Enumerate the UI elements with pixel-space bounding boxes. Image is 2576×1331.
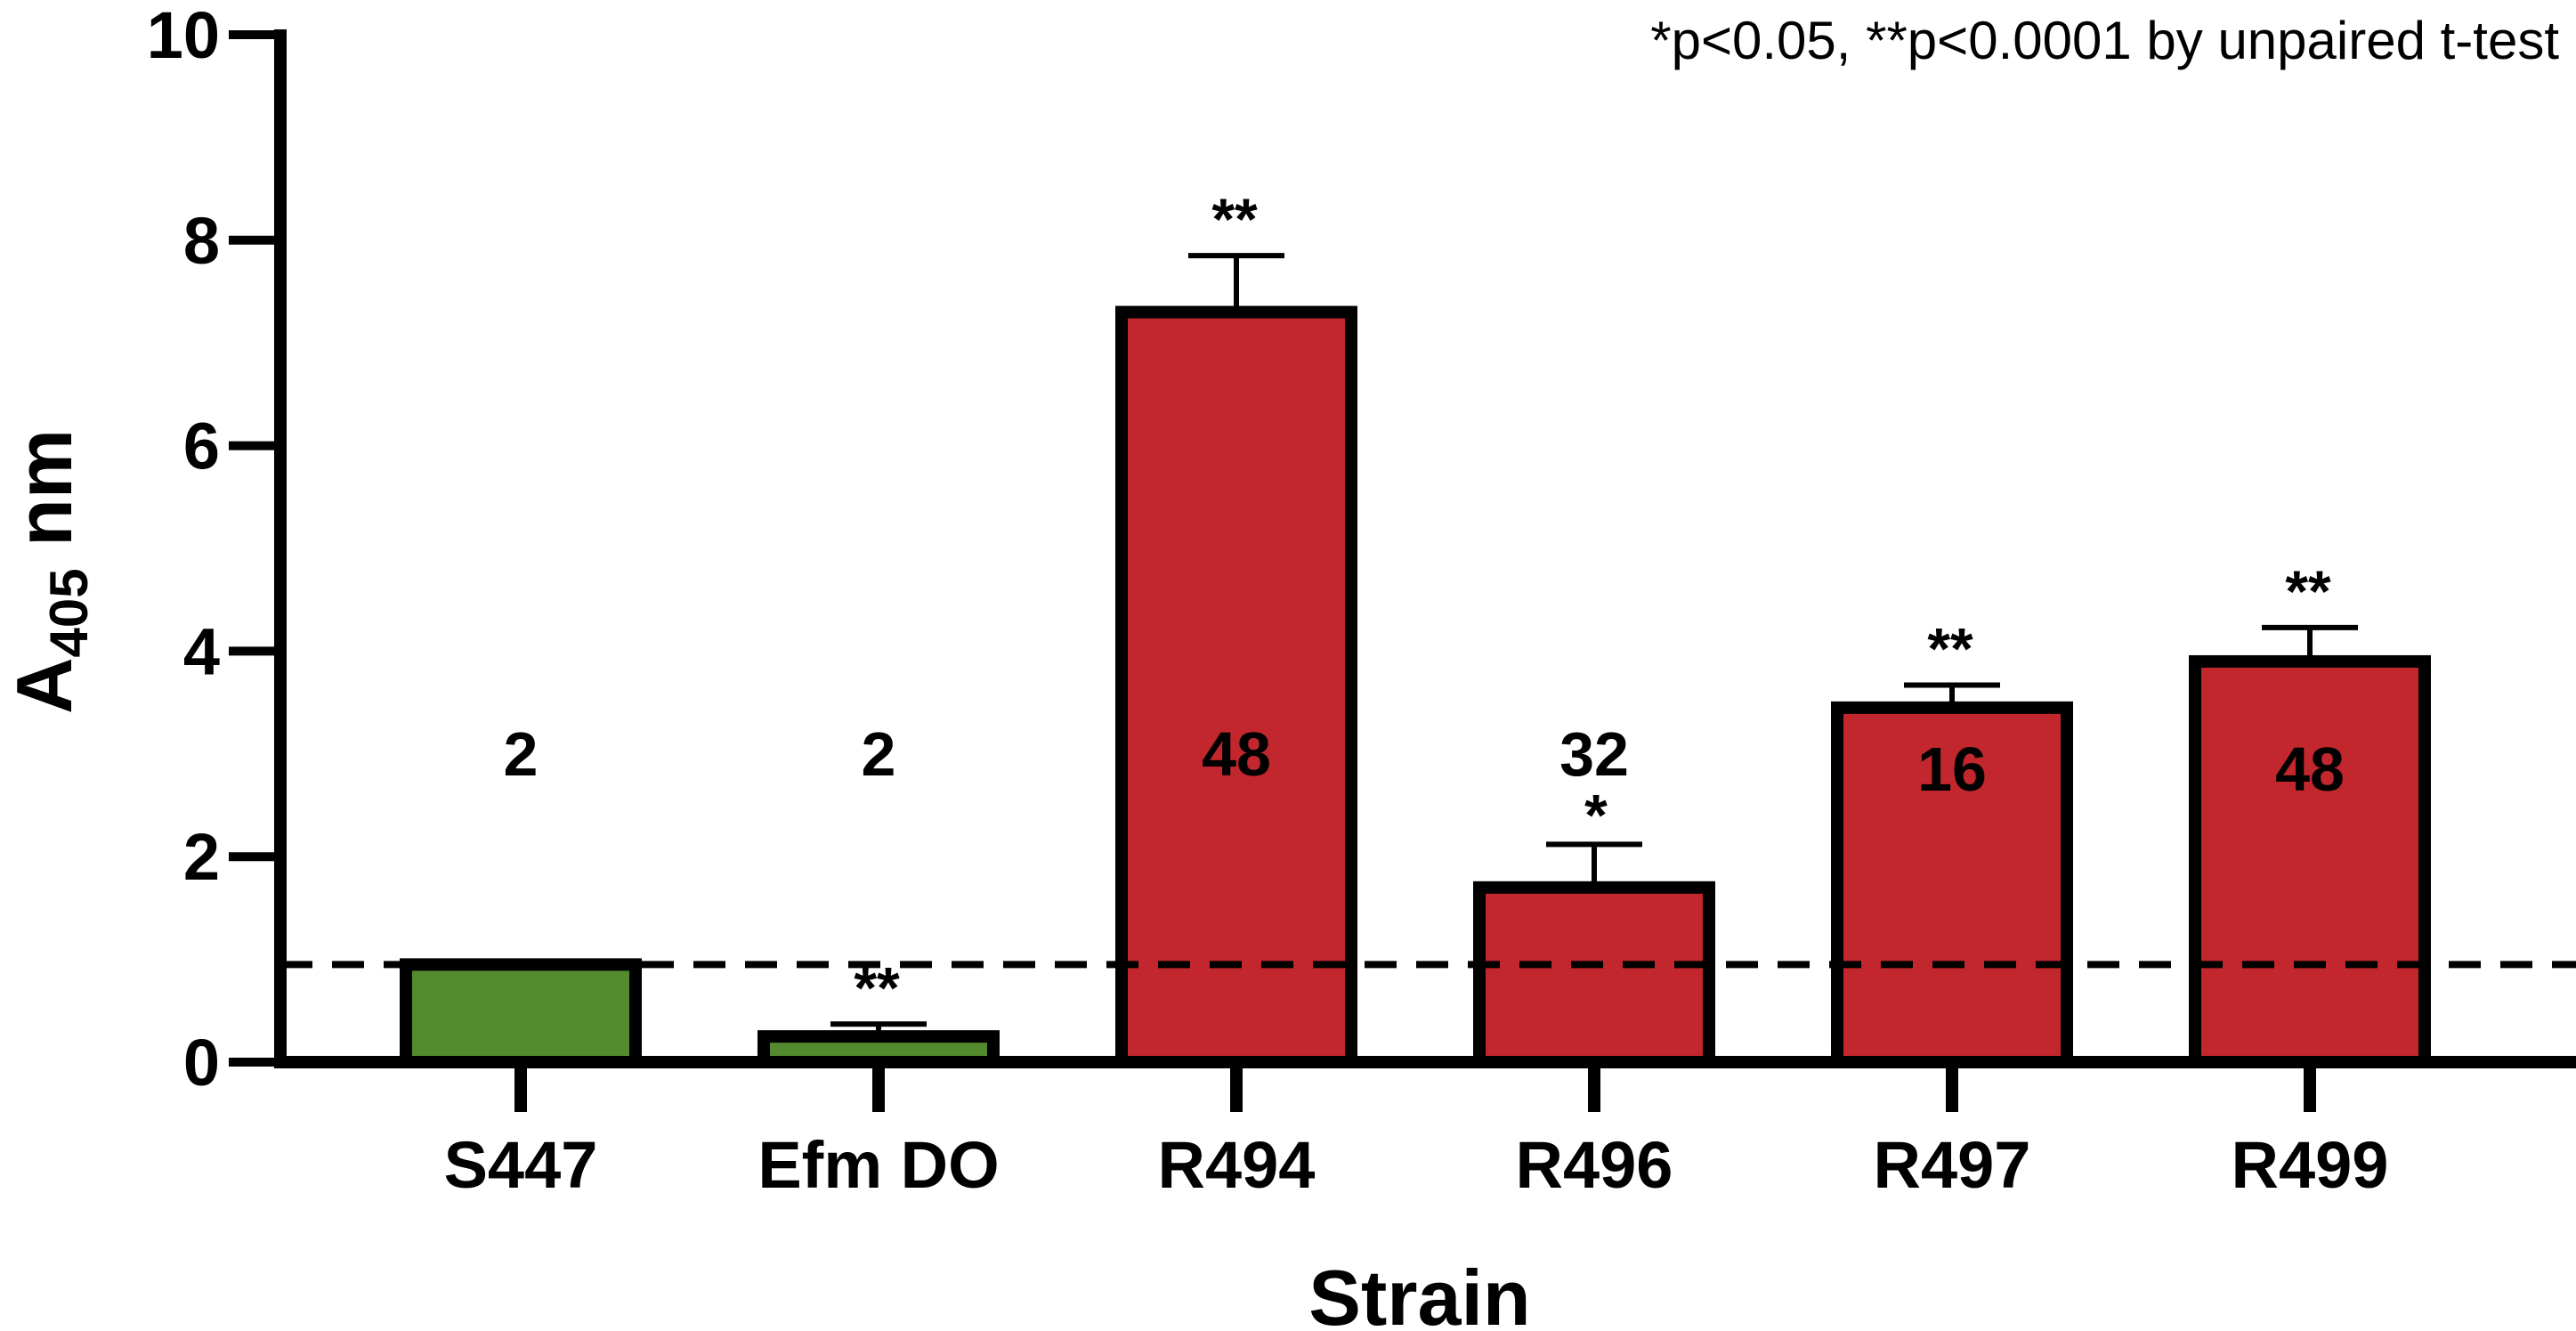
y-axis-title-main: A [0,657,88,714]
bar-s447 [400,958,642,1068]
bar-count-label: 48 [2275,734,2345,804]
x-axis-title: Strain [1308,1254,1530,1331]
y-tick-label: 0 [183,1026,220,1100]
significance-marker: ** [854,954,900,1020]
bar-r499 [2189,654,2431,1068]
y-tick-label: 10 [147,0,220,72]
axes-layer [229,29,2576,1112]
y-tick-label: 4 [183,614,220,688]
significance-marker: ** [1927,615,1973,681]
bar-r494 [1115,305,1357,1068]
y-tick-label: 8 [183,204,220,278]
significance-note: *p<0.05, **p<0.0001 by unpaired t-test [1650,11,2559,70]
bar-count-label: 32 [1559,719,1629,789]
x-tick-label: R494 [1158,1128,1316,1202]
bar-count-label: 48 [1202,719,1271,789]
significance-marker: * [1584,782,1608,848]
bar-count-label: 2 [504,719,539,789]
bar-count-label: 16 [1917,734,1987,804]
x-tick-label: R496 [1516,1128,1673,1202]
bar-r496 [1473,881,1715,1068]
bar-count-label: 2 [862,719,896,789]
x-tick-label: Efm DO [757,1128,999,1202]
significance-marker: ** [1211,186,1258,252]
y-axis-title-unit: nm [0,429,88,568]
y-tick-label: 2 [183,820,220,894]
x-tick-label: R497 [1874,1128,2031,1202]
y-axis-title: A405 nm [0,429,99,714]
significance-marker: ** [2285,558,2331,624]
x-tick-label: S447 [444,1128,598,1202]
bars-layer [400,305,2431,1069]
y-axis-title-subscript: 405 [39,568,99,657]
x-tick-label: R499 [2232,1128,2389,1202]
y-tick-label: 6 [183,410,220,483]
error-bars-layer [830,253,2358,1037]
